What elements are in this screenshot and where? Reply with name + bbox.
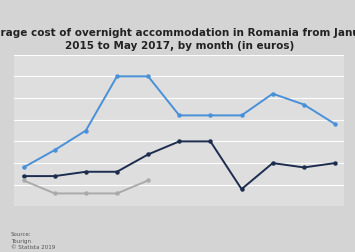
Title: Average cost of overnight accommodation in Romania from January
2015 to May 2017: Average cost of overnight accommodation … [0, 28, 355, 50]
Text: Source:
Tourign
© Statista 2019: Source: Tourign © Statista 2019 [11, 231, 55, 249]
